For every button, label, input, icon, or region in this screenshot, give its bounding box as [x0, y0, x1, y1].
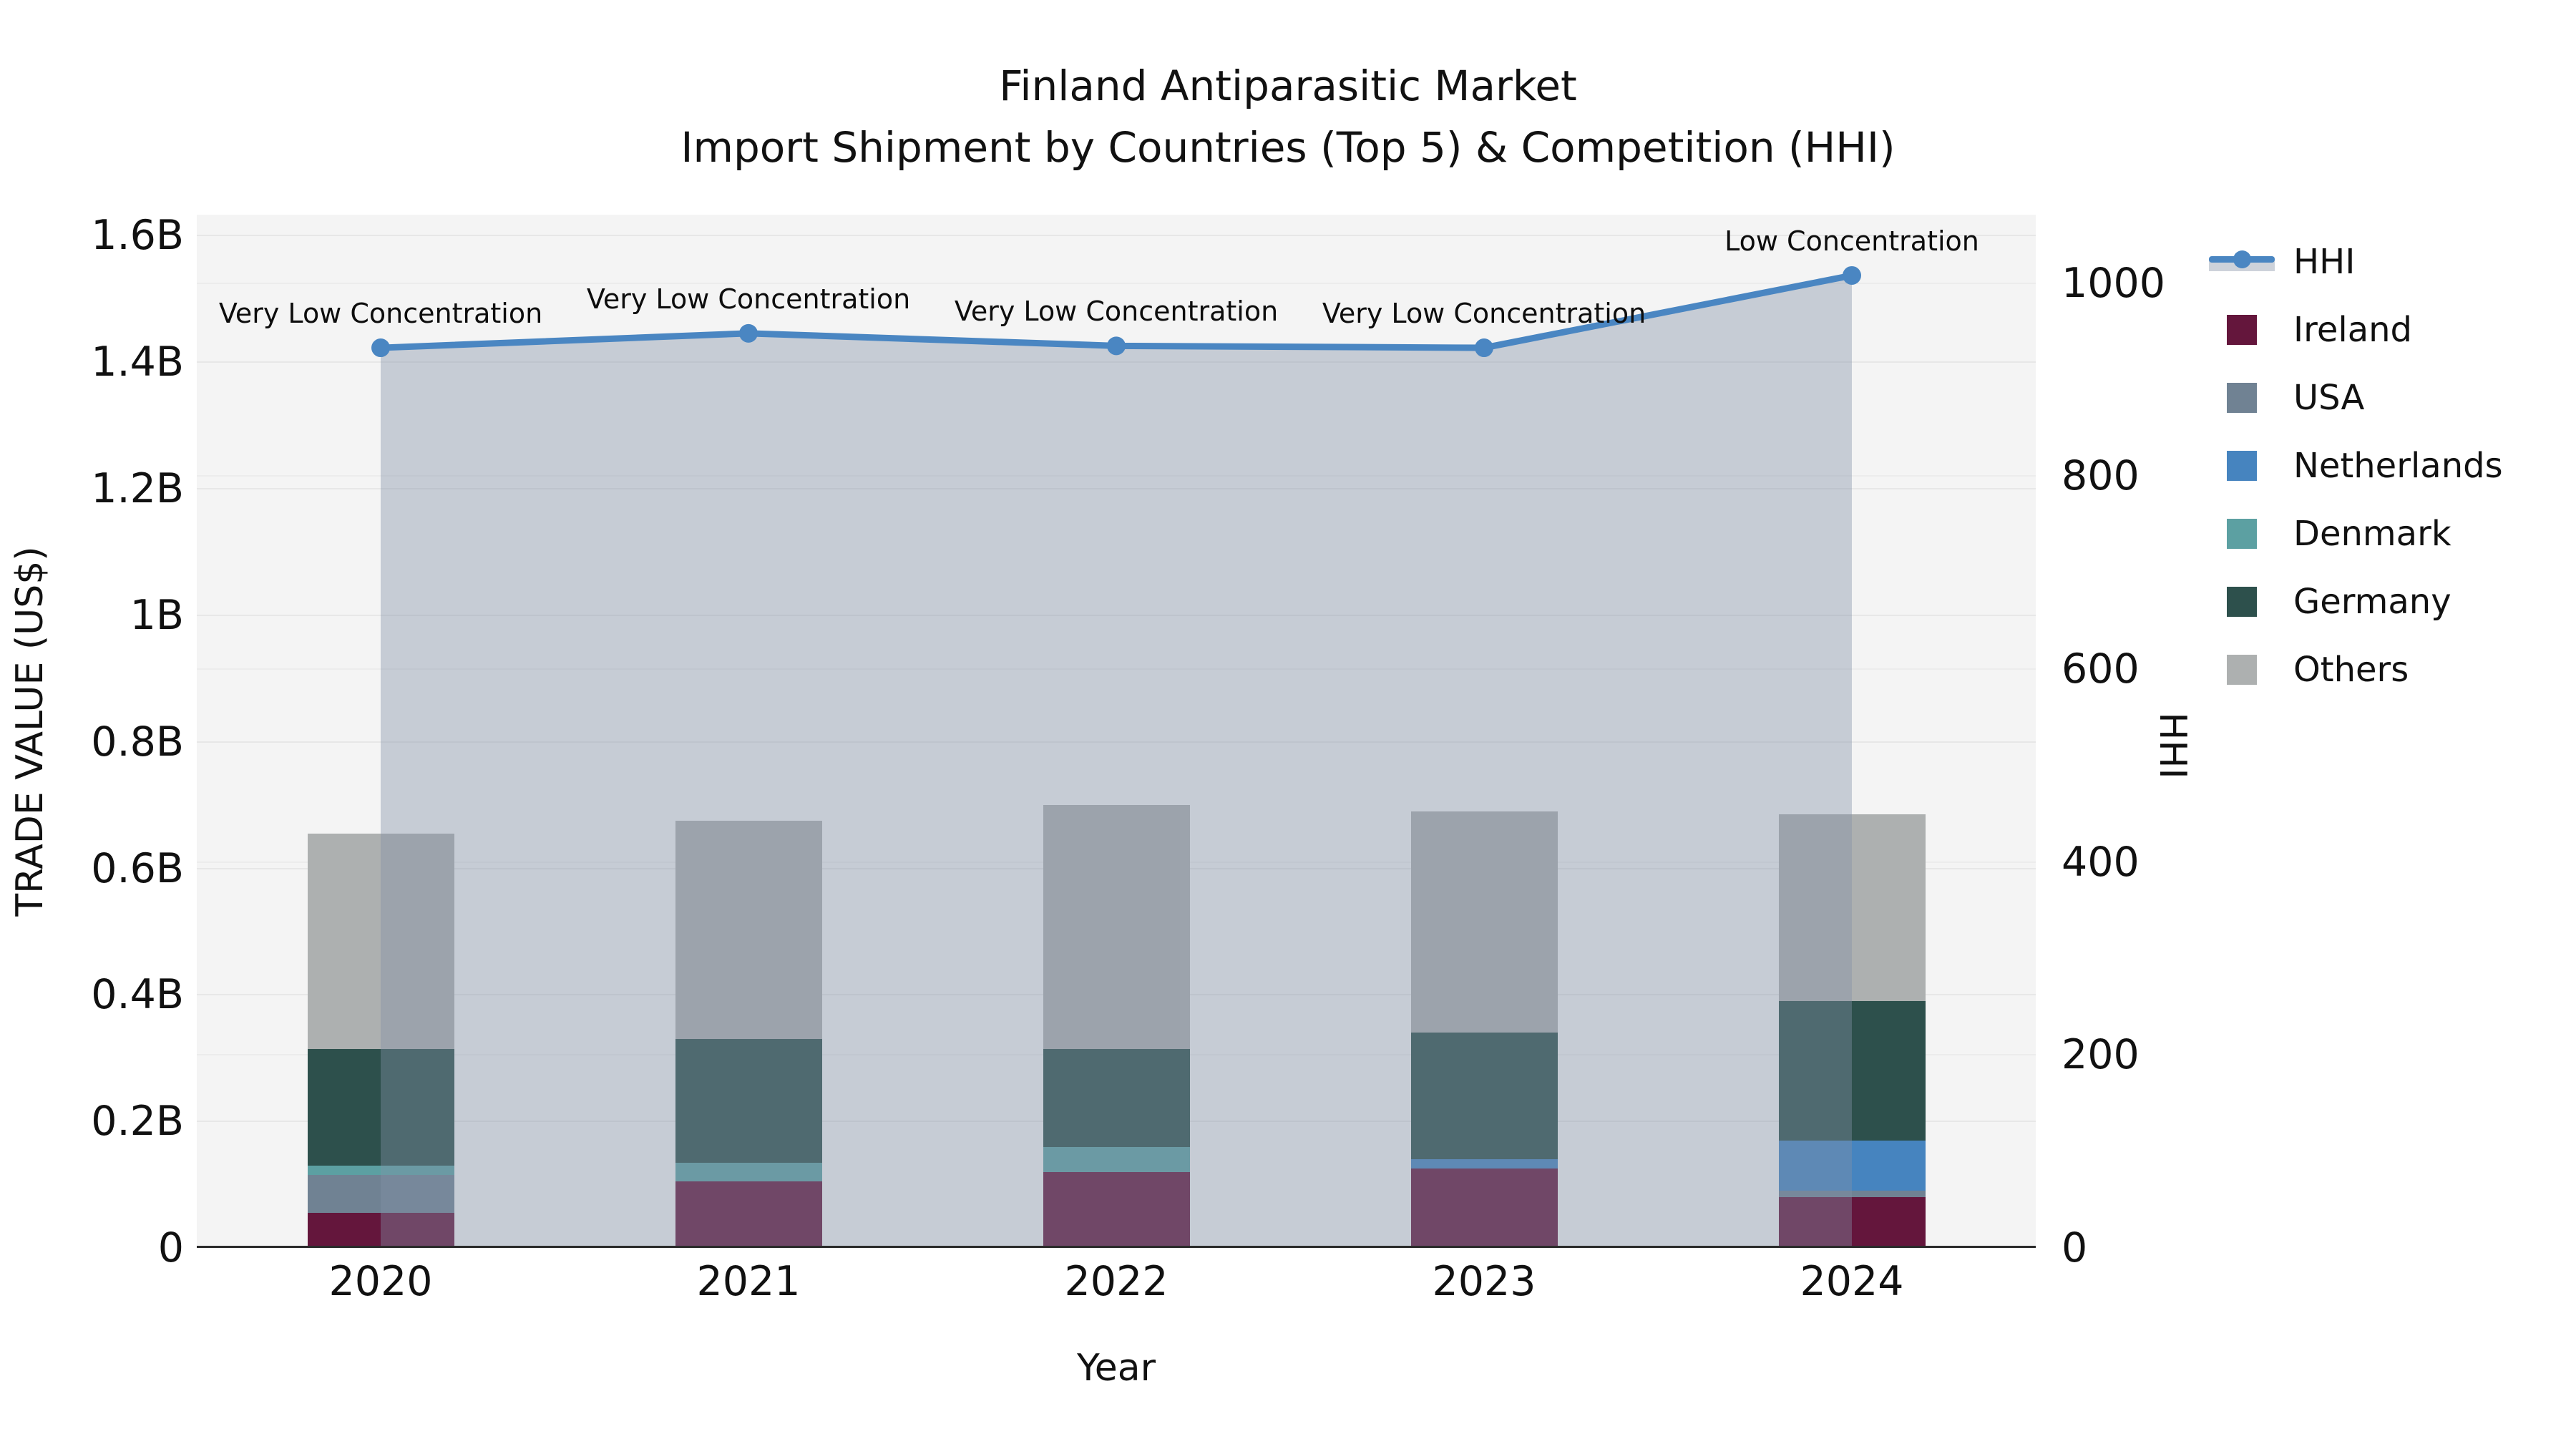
chart-subtitle: Import Shipment by Countries (Top 5) & C… — [680, 122, 1896, 172]
x-axis-title: Year — [1076, 1347, 1156, 1390]
y-tick-label-right: 400 — [2062, 838, 2140, 886]
legend-item-netherlands: Netherlands — [2207, 431, 2503, 499]
y-tick-label-left: 0 — [157, 1224, 184, 1272]
hhi-line-legend-icon — [2207, 250, 2275, 271]
chart-title: Finland Antiparasitic Market — [999, 62, 1577, 110]
gridline-left — [197, 614, 2036, 616]
y-axis-title-left: TRADE VALUE (US$) — [9, 546, 52, 917]
bar-segment-ireland — [1043, 1171, 1190, 1248]
gridline-left — [197, 741, 2036, 743]
y-tick-label-right: 600 — [2062, 645, 2140, 693]
y-tick-label-left: 1.2B — [91, 465, 184, 513]
legend-swatch-icon — [2207, 586, 2275, 617]
legend-item-germany: Germany — [2207, 567, 2503, 635]
legend: HHI Ireland USA Netherlands Denmark Germany Ot… — [2207, 228, 2503, 703]
y-tick-label-left: 0.8B — [91, 718, 184, 766]
hhi-marker — [371, 338, 390, 358]
bar-segment-ireland — [675, 1181, 822, 1248]
concentration-annotation: Very Low Concentration — [218, 298, 543, 330]
y-tick-label-left: 1.4B — [91, 338, 184, 386]
legend-label: USA — [2293, 377, 2365, 418]
y-tick-label-left: 0.6B — [91, 844, 184, 892]
concentration-annotation: Very Low Concentration — [954, 296, 1279, 328]
legend-swatch-icon — [2207, 518, 2275, 549]
y-tick-label-right: 0 — [2062, 1224, 2088, 1272]
bar-segment-ireland — [1410, 1169, 1558, 1248]
hhi-marker — [739, 323, 758, 343]
x-tick-label: 2021 — [696, 1258, 801, 1305]
x-tick-label: 2023 — [1432, 1258, 1536, 1305]
legend-label: Ireland — [2293, 309, 2413, 350]
y-tick-label-left: 0.4B — [91, 971, 184, 1019]
legend-label: HHI — [2293, 241, 2356, 282]
bar-segment-ireland — [307, 1213, 454, 1248]
concentration-annotation: Very Low Concentration — [586, 283, 911, 315]
x-tick-label: 2024 — [1800, 1258, 1904, 1305]
hhi-marker — [1107, 336, 1126, 356]
y-tick-label-right: 800 — [2062, 452, 2140, 500]
legend-item-usa: USA — [2207, 364, 2503, 431]
legend-swatch-icon — [2207, 382, 2275, 413]
y-tick-label-left: 1.6B — [91, 212, 184, 260]
bar-segment-ireland — [1778, 1197, 1926, 1248]
legend-label: Denmark — [2293, 513, 2451, 554]
legend-label: Others — [2293, 649, 2409, 690]
hhi-marker — [1475, 338, 1493, 358]
legend-item-others: Others — [2207, 635, 2503, 703]
legend-swatch-icon — [2207, 654, 2275, 685]
concentration-annotation: Very Low Concentration — [1322, 298, 1646, 330]
gridline-right — [197, 475, 2036, 477]
legend-swatch-icon — [2207, 314, 2275, 345]
legend-item-denmark: Denmark — [2207, 499, 2503, 567]
legend-swatch-icon — [2207, 450, 2275, 481]
x-tick-label: 2020 — [328, 1258, 433, 1305]
gridline-left — [197, 361, 2036, 364]
x-tick-label: 2022 — [1064, 1258, 1169, 1305]
y-axis-title-right: HHI — [2151, 712, 2194, 779]
y-tick-label-left: 1B — [130, 591, 184, 639]
plot-area: Very Low Concentration Very Low Concentra… — [197, 215, 2036, 1248]
legend-label: Netherlands — [2293, 445, 2503, 486]
chart-title-block: Finland Antiparasitic Market Import Ship… — [0, 56, 2576, 179]
legend-item-ireland: Ireland — [2207, 296, 2503, 364]
legend-label: Germany — [2293, 581, 2451, 622]
gridline-left — [197, 235, 2036, 237]
concentration-annotation: Low Concentration — [1724, 225, 1979, 257]
legend-item-hhi: HHI — [2207, 228, 2503, 296]
y-tick-label-right: 200 — [2062, 1031, 2140, 1079]
gridline-left — [197, 488, 2036, 490]
gridline-right — [197, 282, 2036, 284]
x-axis-line — [197, 1246, 2036, 1248]
y-tick-label-right: 1000 — [2062, 259, 2166, 307]
gridline-right — [197, 668, 2036, 670]
y-tick-label-left: 0.2B — [91, 1098, 184, 1146]
